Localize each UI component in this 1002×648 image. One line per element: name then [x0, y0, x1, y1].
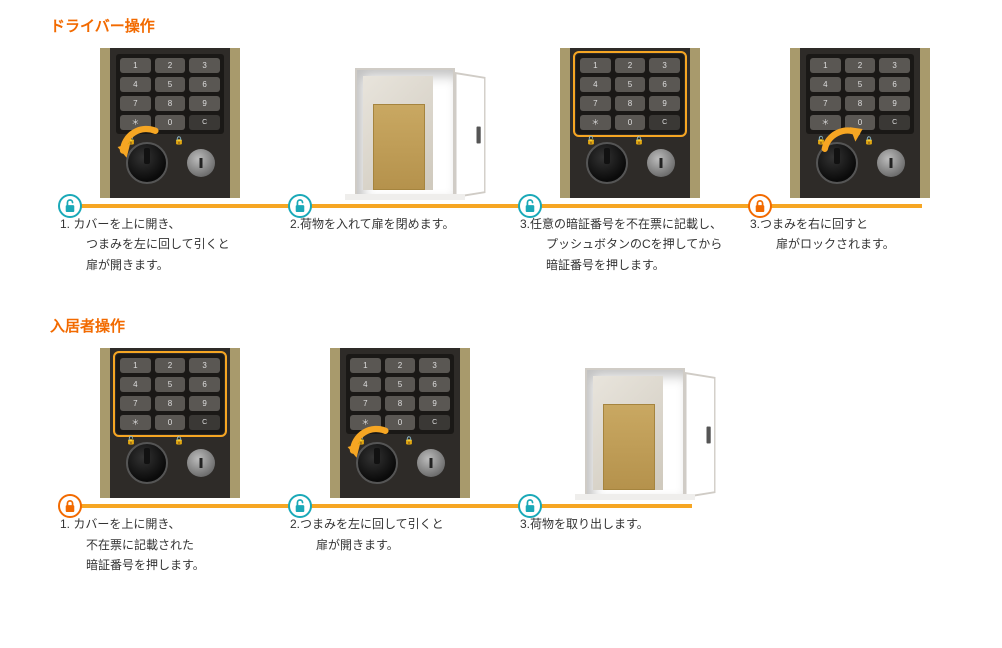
keypad: 123456789＊0C — [806, 54, 914, 134]
step-image — [320, 48, 480, 198]
resident-section: 入居者操作 123456789＊0C 🔓 🔒 1. カバーを上に開き、 不在票に… — [50, 315, 952, 575]
step: 123456789＊0C 🔓 🔒 2.つまみを左に回して引くと 扉が開きます。 — [280, 348, 510, 555]
locker — [550, 348, 720, 498]
step-image: 123456789＊0C 🔓 🔒 — [780, 48, 940, 198]
unlock-icon — [518, 494, 542, 518]
locker — [320, 48, 490, 198]
knob — [126, 142, 168, 184]
keypad-device: 123456789＊0C 🔓 🔒 — [100, 48, 240, 198]
driver-steps: 123456789＊0C 🔓 🔒 1. カバーを上に開き、 つまみを左に回して引… — [50, 48, 952, 275]
knob — [126, 442, 168, 484]
section-title: ドライバー操作 — [50, 15, 952, 36]
step-image: 123456789＊0C 🔓 🔒 — [90, 348, 250, 498]
step: 2.荷物を入れて扉を閉めます。 — [280, 48, 510, 234]
locker-door — [685, 372, 715, 498]
keypad: 123456789＊0C — [576, 54, 684, 134]
step-text: 3.荷物を取り出します。 — [520, 514, 730, 534]
step-text: 1. カバーを上に開き、 つまみを左に回して引くと 扉が開きます。 — [60, 214, 270, 275]
step-image — [550, 348, 710, 498]
step-text: 3.つまみを右に回すと 扉がロックされます。 — [750, 214, 960, 255]
package — [603, 404, 655, 490]
step: 3.荷物を取り出します。 — [510, 348, 740, 534]
unlock-icon — [288, 194, 312, 218]
knob — [816, 142, 858, 184]
step-text: 2.つまみを左に回して引くと 扉が開きます。 — [290, 514, 500, 555]
keypad-device: 123456789＊0C 🔓 🔒 — [790, 48, 930, 198]
keypad: 123456789＊0C — [346, 354, 454, 434]
step-text: 1. カバーを上に開き、 不在票に記載された 暗証番号を押します。 — [60, 514, 270, 575]
keyhole — [187, 449, 215, 477]
step: 123456789＊0C 🔓 🔒 3.つまみを右に回すと 扉がロックされます。 — [740, 48, 970, 255]
step-text: 2.荷物を入れて扉を閉めます。 — [290, 214, 500, 234]
section-title: 入居者操作 — [50, 315, 952, 336]
step-image: 123456789＊0C 🔓 🔒 — [90, 48, 250, 198]
keypad-device: 123456789＊0C 🔓 🔒 — [560, 48, 700, 198]
keypad: 123456789＊0C — [116, 54, 224, 134]
unlock-icon — [58, 194, 82, 218]
resident-steps: 123456789＊0C 🔓 🔒 1. カバーを上に開き、 不在票に記載された … — [50, 348, 952, 575]
step-text: 3.任意の暗証番号を不在票に記載し、 プッシュボタンのCを押してから 暗証番号を… — [520, 214, 730, 275]
step: 123456789＊0C 🔓 🔒 3.任意の暗証番号を不在票に記載し、 プッシュ… — [510, 48, 740, 275]
unlock-icon — [288, 494, 312, 518]
lock-icon — [748, 194, 772, 218]
package — [373, 104, 425, 190]
locker-door — [455, 72, 485, 198]
knob — [586, 142, 628, 184]
keyhole — [877, 149, 905, 177]
step-image: 123456789＊0C 🔓 🔒 — [550, 48, 710, 198]
unlock-icon — [518, 194, 542, 218]
keypad: 123456789＊0C — [116, 354, 224, 434]
keyhole — [187, 149, 215, 177]
keyhole — [647, 149, 675, 177]
step-image: 123456789＊0C 🔓 🔒 — [320, 348, 480, 498]
knob — [356, 442, 398, 484]
keypad-device: 123456789＊0C 🔓 🔒 — [100, 348, 240, 498]
step: 123456789＊0C 🔓 🔒 1. カバーを上に開き、 不在票に記載された … — [50, 348, 280, 575]
step: 123456789＊0C 🔓 🔒 1. カバーを上に開き、 つまみを左に回して引… — [50, 48, 280, 275]
keypad-device: 123456789＊0C 🔓 🔒 — [330, 348, 470, 498]
lock-icon — [58, 494, 82, 518]
driver-section: ドライバー操作 123456789＊0C 🔓 🔒 1. カバーを上に開き、 つま… — [50, 15, 952, 275]
keyhole — [417, 449, 445, 477]
